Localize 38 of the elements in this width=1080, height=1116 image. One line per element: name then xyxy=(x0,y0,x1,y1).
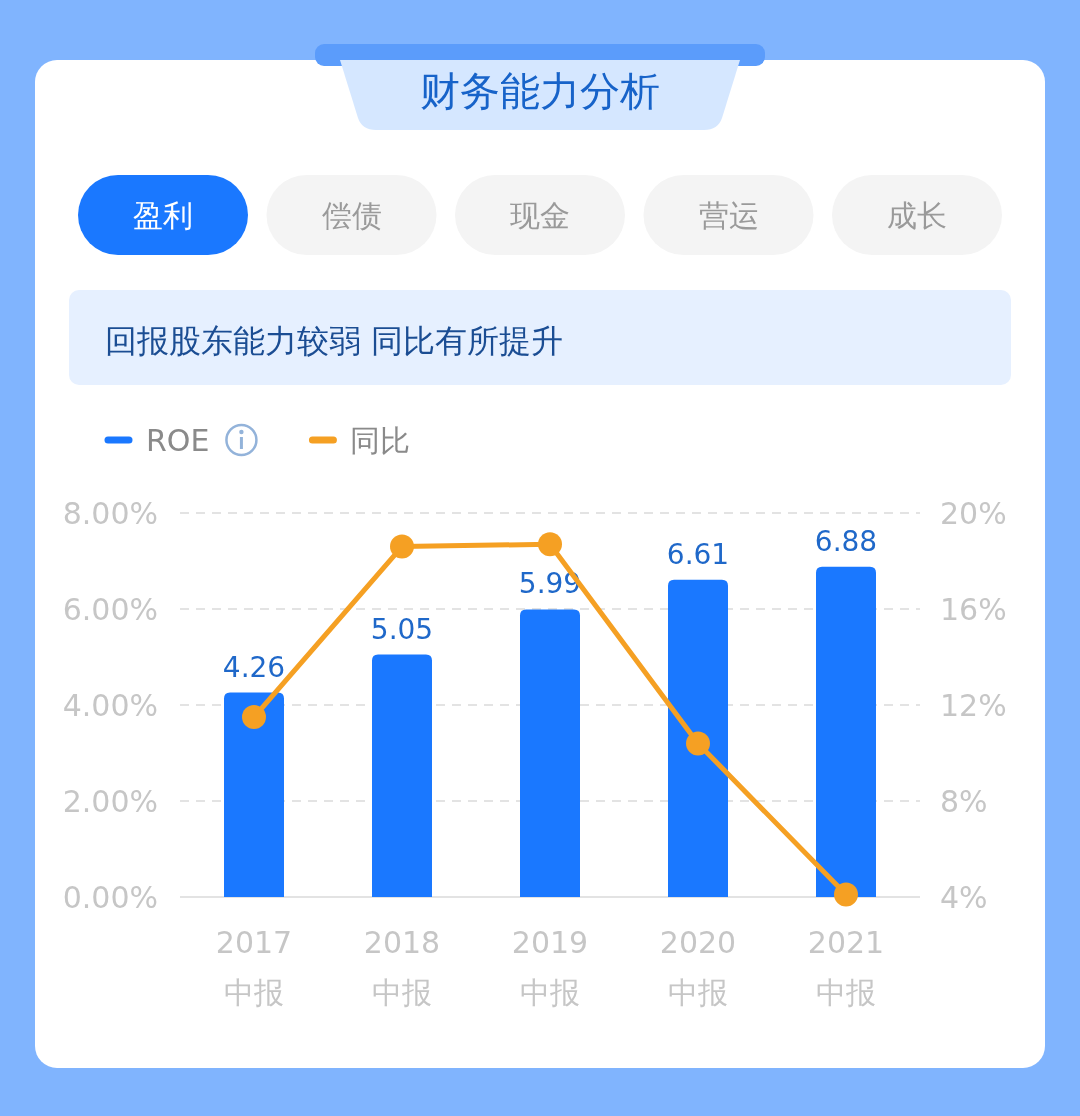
legend-label: ROE xyxy=(146,423,210,458)
point xyxy=(390,534,414,559)
data-label: 6.88 xyxy=(814,524,878,558)
y-tick-label: 4.00% xyxy=(62,688,158,723)
x-tick-label: 2017 中报 xyxy=(215,925,293,1010)
y2-tick-label: 20% xyxy=(940,496,1007,531)
y-tick-label: 2.00% xyxy=(62,784,158,819)
point xyxy=(834,882,858,907)
x-tick-label: 2019 中报 xyxy=(511,925,589,1010)
x-tick-label: 2020 中报 xyxy=(659,925,737,1010)
text: 成长 xyxy=(887,198,947,233)
y-tick-label: 8.00% xyxy=(62,496,158,531)
bar xyxy=(668,579,728,897)
point xyxy=(686,731,710,756)
y-tick-label: 0.00% xyxy=(62,880,158,915)
point xyxy=(242,705,266,729)
point xyxy=(538,532,562,557)
data-label: 4.26 xyxy=(222,650,286,684)
text: 盈利 xyxy=(133,198,193,233)
chart-title: 财务能力分析 xyxy=(420,68,660,114)
bar xyxy=(816,566,876,897)
y2-tick-label: 4% xyxy=(940,880,988,915)
data-label: 6.61 xyxy=(666,537,730,571)
text: 偿债 xyxy=(321,198,382,233)
bar xyxy=(224,692,284,897)
y2-tick-label: 8% xyxy=(940,784,988,819)
text: 现金 xyxy=(510,198,570,233)
bar xyxy=(520,609,580,897)
y-tick-label: 6.00% xyxy=(62,592,158,627)
x-tick-label: 2018 中报 xyxy=(363,925,441,1010)
bar xyxy=(372,654,432,897)
chart-subtitle: 回报股东能力较弱 同比有所提升 xyxy=(105,322,564,360)
text: 营运 xyxy=(698,198,759,233)
y2-tick-label: 12% xyxy=(940,688,1007,723)
x-tick-label: 2021 中报 xyxy=(807,925,885,1010)
data-label: 5.05 xyxy=(370,612,434,646)
y2-tick-label: 16% xyxy=(940,592,1007,627)
legend-label: 同比 xyxy=(350,423,411,458)
